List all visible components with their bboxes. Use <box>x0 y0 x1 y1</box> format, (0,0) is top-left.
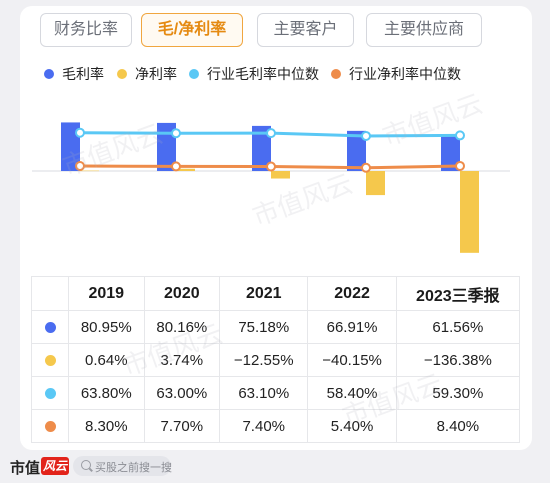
table-cell: 61.56% <box>395 310 521 344</box>
legend-gross-label: 毛利率 <box>62 66 104 82</box>
row-dot-ind-gross <box>31 376 69 410</box>
legend-ind-net-label: 行业净利率中位数 <box>349 66 461 82</box>
net-margin-bar-0[interactable] <box>80 170 99 172</box>
industry-gross-point-4[interactable] <box>455 130 465 141</box>
search-icon <box>81 460 91 470</box>
table-cell: 63.10% <box>219 376 309 410</box>
table-row: 80.95% 80.16% 75.18% 66.91% 61.56% <box>31 310 521 344</box>
industry-gross-point-3[interactable] <box>361 130 371 141</box>
table-cell: 8.30% <box>68 409 145 443</box>
table-header-blank <box>31 276 69 311</box>
table-cell: 3.74% <box>143 343 221 377</box>
table-cell: 66.91% <box>307 310 397 344</box>
tab-margin[interactable]: 毛/净利率 <box>141 13 243 47</box>
table-cell: 0.64% <box>68 343 145 377</box>
table-cell: −136.38% <box>395 343 521 377</box>
gross-margin-bar-1[interactable] <box>157 122 176 171</box>
industry-net-point-2[interactable] <box>266 161 276 172</box>
legend-gross-dot <box>44 69 54 79</box>
net-margin-bar-4[interactable] <box>460 171 479 253</box>
row-dot-ind-net <box>31 409 69 443</box>
industry-net-point-0[interactable] <box>75 161 85 172</box>
table-cell: −12.55% <box>219 343 309 377</box>
legend-net-label: 净利率 <box>135 66 177 82</box>
table-cell: 63.80% <box>68 376 145 410</box>
industry-gross-point-0[interactable] <box>75 127 85 138</box>
net-dot-icon <box>44 355 56 367</box>
search-placeholder: 买股之前搜一搜 <box>95 462 172 474</box>
table-header-2022: 2022 <box>307 276 397 311</box>
margin-chart <box>32 122 510 253</box>
table-header-2019: 2019 <box>68 276 145 311</box>
table-header-2023q3: 2023三季报 <box>395 276 521 311</box>
tab-major-suppliers[interactable]: 主要供应商 <box>366 13 482 47</box>
table-header-2021: 2021 <box>219 276 309 311</box>
row-dot-gross <box>31 310 69 344</box>
gross-margin-bar-0[interactable] <box>61 122 80 171</box>
legend-net-dot <box>117 69 127 79</box>
net-margin-bar-2[interactable] <box>271 171 290 179</box>
gross-margin-bar-2[interactable] <box>252 125 271 171</box>
table-cell: −40.15% <box>307 343 397 377</box>
table-cell: 5.40% <box>307 409 397 443</box>
table-cell: 75.18% <box>219 310 309 344</box>
table-row: 63.80% 63.00% 63.10% 58.40% 59.30% <box>31 376 521 410</box>
logo-text: 市值 <box>10 460 41 477</box>
industry-net-point-4[interactable] <box>455 160 465 171</box>
gross-margin-bar-4[interactable] <box>441 134 460 171</box>
table-row: 0.64% 3.74% −12.55% −40.15% −136.38% <box>31 343 521 377</box>
ind-gross-dot-icon <box>44 388 56 400</box>
table-cell: 59.30% <box>395 376 521 410</box>
table-cell: 80.16% <box>143 310 221 344</box>
table-cell: 8.40% <box>395 409 521 443</box>
ind-net-dot-icon <box>44 421 56 433</box>
legend-ind-gross-dot <box>189 69 199 79</box>
industry-net-point-3[interactable] <box>361 162 371 173</box>
legend-ind-gross-label: 行业毛利率中位数 <box>207 66 319 82</box>
net-margin-bar-1[interactable] <box>176 168 195 171</box>
industry-net-point-1[interactable] <box>171 161 181 172</box>
gross-margin-bar-3[interactable] <box>347 130 366 171</box>
table-header-row: 2019 2020 2021 2022 2023三季报 <box>31 276 521 311</box>
logo-badge: 风云 <box>41 457 69 475</box>
row-dot-net <box>31 343 69 377</box>
table-cell: 58.40% <box>307 376 397 410</box>
table-cell: 7.70% <box>143 409 221 443</box>
data-table: 2019 2020 2021 2022 2023三季报 80.95% 80.16… <box>31 276 521 443</box>
net-margin-bar-3[interactable] <box>366 171 385 196</box>
legend-ind-net-dot <box>331 69 341 79</box>
tab-major-customers[interactable]: 主要客户 <box>257 13 354 47</box>
table-cell: 80.95% <box>68 310 145 344</box>
tab-financial-ratios[interactable]: 财务比率 <box>40 13 132 47</box>
table-cell: 63.00% <box>143 376 221 410</box>
search-pill[interactable]: 买股之前搜一搜 <box>73 456 172 476</box>
table-row: 8.30% 7.70% 7.40% 5.40% 8.40% <box>31 409 521 443</box>
industry-gross-point-2[interactable] <box>266 128 276 139</box>
footer-bar: 市值 风云 买股之前搜一搜 <box>0 450 550 483</box>
gross-dot-icon <box>44 322 56 334</box>
table-header-2020: 2020 <box>143 276 221 311</box>
industry-gross-point-1[interactable] <box>171 128 181 139</box>
table-cell: 7.40% <box>219 409 309 443</box>
